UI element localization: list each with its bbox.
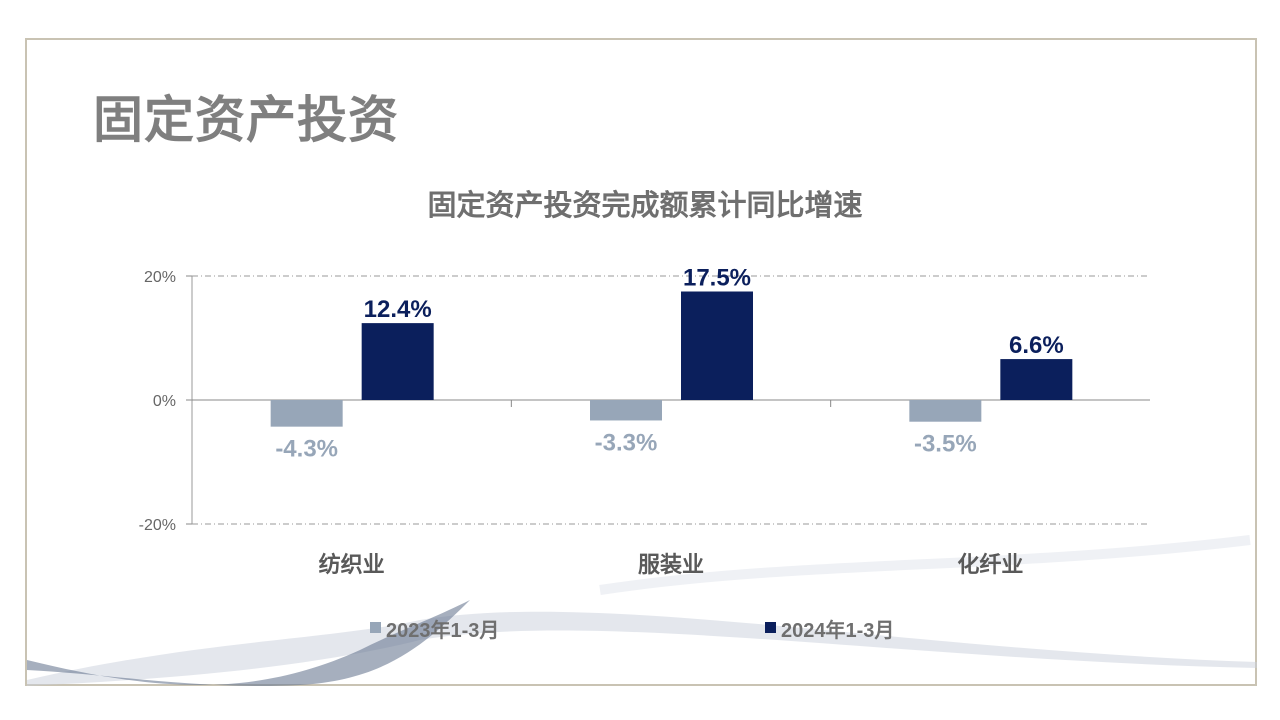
page-title: 固定资产投资	[93, 92, 399, 148]
data-label: 17.5%	[683, 265, 751, 292]
bar	[590, 400, 662, 421]
data-label: 6.6%	[1009, 332, 1064, 359]
chart-title: 固定资产投资完成额累计同比增速	[427, 188, 862, 222]
bar	[270, 400, 343, 427]
y-tick-label: 20%	[144, 269, 176, 286]
y-tick-label: 0%	[153, 393, 176, 410]
x-tick-label: 纺织业	[319, 552, 385, 577]
x-tick-label: 服装业	[638, 552, 704, 577]
bar	[1000, 359, 1073, 400]
legend-label: 2024年1-3月	[781, 618, 894, 642]
legend-swatch	[370, 622, 381, 633]
data-label: 12.4%	[364, 296, 432, 323]
bar	[909, 400, 982, 422]
data-label: -3.3%	[595, 429, 658, 456]
data-label: -4.3%	[275, 436, 338, 463]
legend-label: 2023年1-3月	[386, 618, 499, 642]
y-tick-label: -20%	[139, 517, 176, 534]
legend-swatch	[765, 622, 776, 633]
x-tick-label: 化纤业	[957, 552, 1023, 577]
data-label: -3.5%	[914, 431, 977, 458]
bar	[361, 323, 434, 400]
slide-frame	[25, 38, 1257, 686]
bar	[681, 291, 753, 400]
